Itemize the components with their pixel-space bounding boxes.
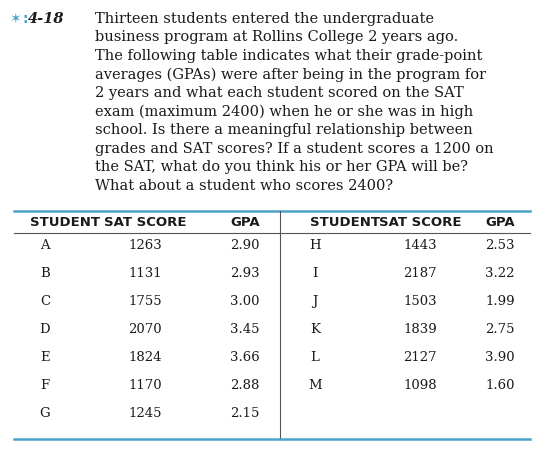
Text: business program at Rollins College 2 years ago.: business program at Rollins College 2 ye… — [95, 31, 458, 45]
Text: 1170: 1170 — [128, 379, 162, 392]
Text: Thirteen students entered the undergraduate: Thirteen students entered the undergradu… — [95, 12, 434, 26]
Text: 3.66: 3.66 — [230, 351, 260, 364]
Text: 1824: 1824 — [128, 351, 162, 364]
Text: 1245: 1245 — [128, 407, 162, 420]
Text: exam (maximum 2400) when he or she was in high: exam (maximum 2400) when he or she was i… — [95, 105, 473, 119]
Text: 3.90: 3.90 — [485, 351, 515, 364]
Text: averages (GPAs) were after being in the program for: averages (GPAs) were after being in the … — [95, 68, 486, 82]
Text: 2.53: 2.53 — [485, 239, 515, 252]
Text: F: F — [40, 379, 50, 392]
Text: D: D — [40, 323, 50, 336]
Text: J: J — [312, 295, 318, 308]
Text: 3.45: 3.45 — [230, 323, 259, 336]
Text: 1263: 1263 — [128, 239, 162, 252]
Text: the SAT, what do you think his or her GPA will be?: the SAT, what do you think his or her GP… — [95, 160, 468, 174]
Text: SAT SCORE: SAT SCORE — [379, 216, 461, 229]
Text: 1839: 1839 — [403, 323, 437, 336]
Text: 1443: 1443 — [403, 239, 437, 252]
Text: 2.90: 2.90 — [230, 239, 259, 252]
Text: 1.99: 1.99 — [485, 295, 515, 308]
Text: ✶: ✶ — [10, 12, 22, 26]
Text: 2.93: 2.93 — [230, 267, 260, 280]
Text: What about a student who scores 2400?: What about a student who scores 2400? — [95, 179, 393, 193]
Text: 4-18: 4-18 — [28, 12, 65, 26]
Text: 2187: 2187 — [403, 267, 437, 280]
Text: :: : — [22, 12, 28, 26]
Text: C: C — [40, 295, 50, 308]
Text: The following table indicates what their grade-point: The following table indicates what their… — [95, 49, 483, 63]
Text: 3.00: 3.00 — [230, 295, 259, 308]
Text: 2.75: 2.75 — [485, 323, 515, 336]
Text: I: I — [312, 267, 318, 280]
Text: GPA: GPA — [485, 216, 515, 229]
Text: M: M — [308, 379, 322, 392]
Text: G: G — [40, 407, 50, 420]
Text: H: H — [309, 239, 321, 252]
Text: 2.88: 2.88 — [230, 379, 259, 392]
Text: 2 years and what each student scored on the SAT: 2 years and what each student scored on … — [95, 86, 463, 100]
Text: 3.22: 3.22 — [485, 267, 515, 280]
Text: school. Is there a meaningful relationship between: school. Is there a meaningful relationsh… — [95, 123, 473, 137]
Text: 1755: 1755 — [128, 295, 162, 308]
Text: K: K — [310, 323, 320, 336]
Text: 1503: 1503 — [403, 295, 437, 308]
Text: 1131: 1131 — [128, 267, 162, 280]
Text: 2070: 2070 — [128, 323, 162, 336]
Text: GPA: GPA — [230, 216, 260, 229]
Text: SAT SCORE: SAT SCORE — [104, 216, 186, 229]
Text: 2127: 2127 — [403, 351, 437, 364]
Text: 1.60: 1.60 — [485, 379, 515, 392]
Text: E: E — [40, 351, 50, 364]
Text: grades and SAT scores? If a student scores a 1200 on: grades and SAT scores? If a student scor… — [95, 142, 493, 156]
Text: STUDENT: STUDENT — [30, 216, 100, 229]
Text: 1098: 1098 — [403, 379, 437, 392]
Text: B: B — [40, 267, 50, 280]
Text: L: L — [311, 351, 319, 364]
Text: 2.15: 2.15 — [230, 407, 259, 420]
Text: A: A — [40, 239, 50, 252]
Text: STUDENT: STUDENT — [310, 216, 380, 229]
